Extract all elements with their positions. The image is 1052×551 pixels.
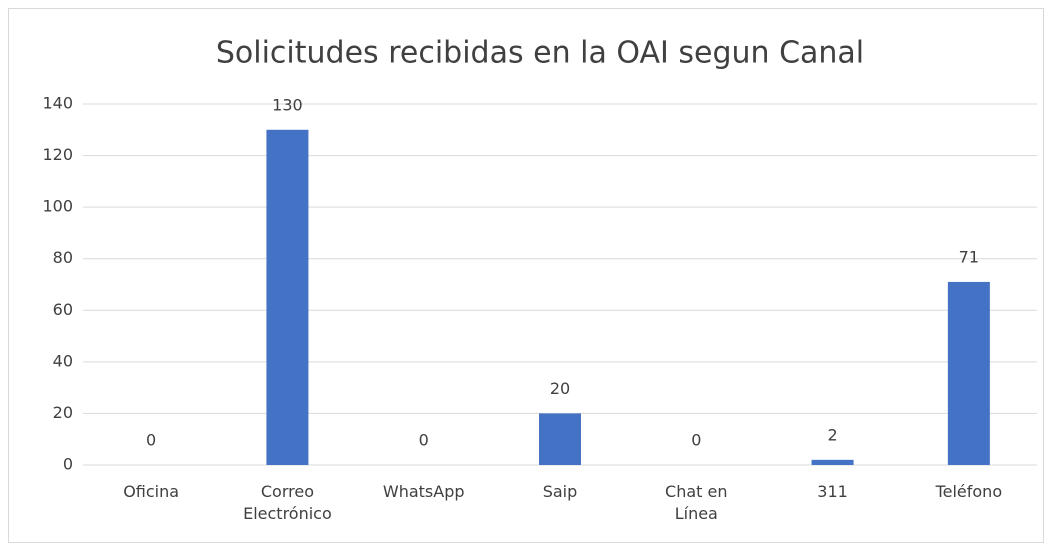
x-tick-label: Oficina xyxy=(123,482,180,501)
x-tick-label: Saip xyxy=(542,482,578,501)
x-tick-label: Teléfono xyxy=(935,482,1003,501)
data-label: 0 xyxy=(691,431,701,450)
data-label: 2 xyxy=(827,425,837,444)
bar xyxy=(539,413,581,465)
bar xyxy=(266,129,309,466)
y-tick-label: 100 xyxy=(42,197,73,216)
data-label: 130 xyxy=(272,95,303,114)
x-tick-label: 311 xyxy=(817,482,848,501)
data-label: 0 xyxy=(146,431,156,450)
y-tick-label: 80 xyxy=(53,248,73,267)
bar xyxy=(811,459,854,465)
x-tick-label: WhatsApp xyxy=(382,482,465,501)
chart-border xyxy=(8,8,1044,543)
y-tick-label: 0 xyxy=(63,455,73,474)
data-label: 0 xyxy=(419,431,429,450)
chart-title: Solicitudes recibidas en la OAI segun Ca… xyxy=(216,36,864,71)
x-tick-label: Correo Electrónico xyxy=(243,482,332,523)
y-tick-label: 140 xyxy=(42,94,73,113)
bar xyxy=(947,281,990,465)
data-label: 20 xyxy=(550,379,570,398)
y-tick-label: 120 xyxy=(42,145,73,164)
y-tick-label: 40 xyxy=(53,351,73,370)
y-tick-label: 60 xyxy=(53,300,73,319)
data-label: 71 xyxy=(959,247,979,266)
y-tick-label: 20 xyxy=(53,403,73,422)
x-tick-label: Chat en Línea xyxy=(665,482,728,523)
